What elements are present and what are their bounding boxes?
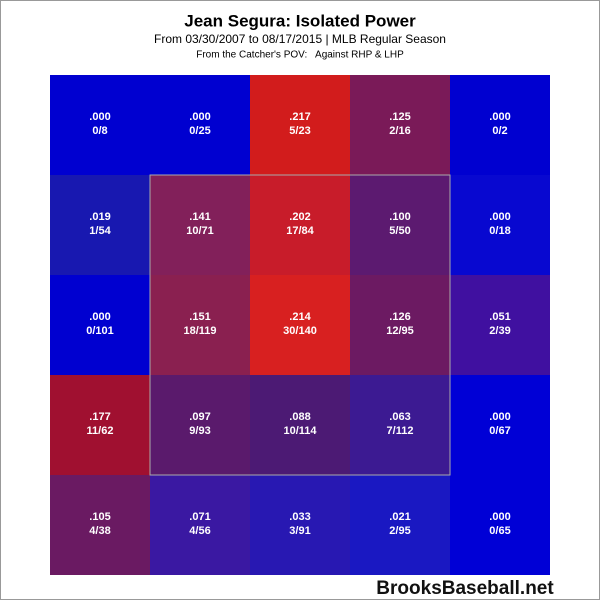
- cell-value-label: .100: [389, 211, 410, 223]
- cell-count-label: 18/119: [183, 325, 216, 337]
- cell-value-label: .125: [389, 111, 410, 123]
- cell-value-label: .000: [189, 111, 210, 123]
- cell-value-label: .063: [389, 411, 410, 423]
- cell-value-label: .000: [489, 211, 510, 223]
- heatmap-grid: .000 0/8 .000 0/25 .217 5/23 .125 2/16 .000 0/2 .0…: [50, 75, 550, 575]
- cell-count-label: 0/18: [489, 225, 510, 237]
- cell-count-label: 2/16: [389, 125, 410, 137]
- cell-value-label: .000: [489, 511, 510, 523]
- cell-count-label: 7/112: [387, 425, 414, 437]
- chart-subtitle: From 03/30/2007 to 08/17/2015 | MLB Regu…: [154, 32, 446, 46]
- cell-value-label: .141: [189, 211, 210, 223]
- strike-zone: [149, 174, 451, 476]
- cell-value-label: .033: [289, 511, 310, 523]
- cell-count-label: 0/65: [489, 525, 510, 537]
- cell-count-label: 0/8: [92, 125, 107, 137]
- heatmap-cell: [250, 275, 350, 375]
- heatmap-cell: [50, 175, 150, 275]
- heatmap-cell: [250, 475, 350, 575]
- heatmap-cell: [150, 275, 250, 375]
- heatmap-cell: [250, 375, 350, 475]
- cell-value-label: .000: [489, 411, 510, 423]
- cell-count-label: 1/54: [89, 225, 111, 237]
- cell-value-label: .000: [89, 111, 110, 123]
- cell-count-label: 0/101: [86, 325, 114, 337]
- heatmap-cell: [250, 75, 350, 175]
- cell-count-label: 4/38: [89, 525, 110, 537]
- cell-count-label: 10/71: [186, 225, 214, 237]
- heatmap-cell: [150, 375, 250, 475]
- cell-value-label: .177: [89, 411, 110, 423]
- cell-count-label: 2/95: [389, 525, 410, 537]
- cell-value-label: .151: [189, 311, 210, 323]
- cell-count-label: 4/56: [189, 525, 210, 537]
- heatmap-cell: [350, 375, 450, 475]
- heatmap-cell: [450, 475, 550, 575]
- heatmap-cell: [350, 275, 450, 375]
- cell-count-label: 11/62: [87, 425, 114, 437]
- heatmap-cell: [350, 475, 450, 575]
- cell-value-label: .071: [189, 511, 210, 523]
- cell-count-label: 3/91: [289, 525, 310, 537]
- cell-value-label: .019: [89, 211, 110, 223]
- cell-count-label: 0/25: [189, 125, 210, 137]
- cell-count-label: 12/95: [386, 325, 414, 337]
- heatmap-cell: [450, 375, 550, 475]
- heatmap-cell: [450, 75, 550, 175]
- cell-count-label: 17/84: [286, 225, 314, 237]
- cell-count-label: 5/23: [289, 125, 310, 137]
- cell-value-label: .000: [89, 311, 110, 323]
- heatmap-cell: [250, 175, 350, 275]
- cell-value-label: .202: [289, 211, 310, 223]
- heatmap-cell: [50, 375, 150, 475]
- heatmap-cell: [50, 475, 150, 575]
- heatmap-cell: [450, 275, 550, 375]
- heatmap-cell: [350, 175, 450, 275]
- cell-value-label: .051: [489, 311, 510, 323]
- cell-value-label: .105: [89, 511, 110, 523]
- heatmap-cell: [150, 175, 250, 275]
- cell-value-label: .000: [489, 111, 510, 123]
- heatmap-cell: [450, 175, 550, 275]
- heatmap-cell: [50, 75, 150, 175]
- cell-value-label: .126: [389, 311, 410, 323]
- cell-count-label: 30/140: [283, 325, 317, 337]
- cell-value-label: .088: [289, 411, 310, 423]
- cell-count-label: 9/93: [189, 425, 210, 437]
- cell-value-label: .021: [389, 511, 410, 523]
- cell-count-label: 5/50: [389, 225, 410, 237]
- cell-value-label: .217: [289, 111, 310, 123]
- chart-title: Jean Segura: Isolated Power: [184, 11, 416, 30]
- heatmap-cell: [150, 475, 250, 575]
- cell-value-label: .097: [189, 411, 210, 423]
- watermark: BrooksBaseball.net: [376, 578, 554, 599]
- cell-count-label: 10/114: [283, 425, 317, 437]
- heatmap-cell: [50, 275, 150, 375]
- cell-count-label: 0/2: [492, 125, 507, 137]
- chart-note: From the Catcher's POV: Against RHP & LH…: [196, 50, 404, 61]
- cell-count-label: 2/39: [489, 325, 510, 337]
- heatmap-cell: [350, 75, 450, 175]
- cell-value-label: .214: [289, 311, 311, 323]
- heatmap-cell: [150, 75, 250, 175]
- cell-count-label: 0/67: [489, 425, 510, 437]
